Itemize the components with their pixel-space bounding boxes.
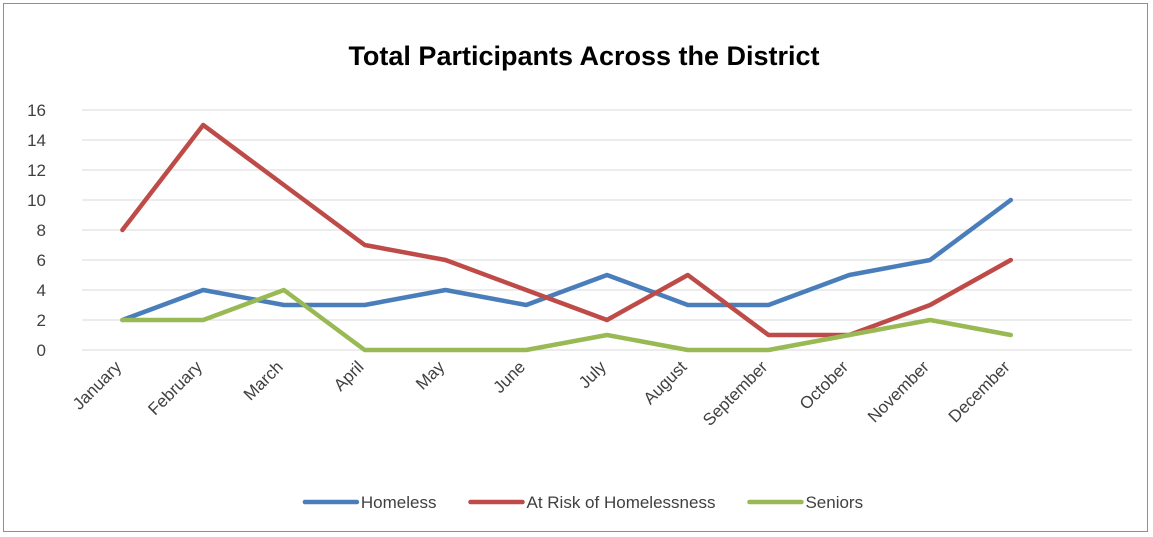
x-tick-label: September	[699, 357, 771, 429]
y-tick-label: 6	[37, 251, 46, 270]
y-tick-label: 12	[27, 161, 46, 180]
x-tick-label: October	[796, 357, 852, 413]
x-tick-label: March	[240, 357, 287, 404]
y-tick-label: 4	[37, 281, 46, 300]
chart-frame	[3, 3, 1148, 532]
x-tick-label: July	[575, 357, 610, 392]
x-tick-label: May	[412, 357, 448, 393]
y-tick-label: 2	[37, 311, 46, 330]
y-tick-label: 10	[27, 191, 46, 210]
x-axis-ticks: January February March April May June July Augu…	[69, 357, 1014, 430]
gridlines	[82, 109, 1132, 351]
y-tick-label: 16	[27, 101, 46, 120]
x-tick-label: December	[945, 357, 1014, 426]
series-line-homeless	[120, 197, 1014, 323]
legend-label-at-risk-of-homelessness: At Risk of Homelessness	[527, 493, 716, 512]
x-tick-label: February	[144, 357, 206, 419]
chart-title: Total Participants Across the District	[348, 41, 819, 71]
x-tick-label: April	[330, 357, 367, 394]
y-tick-label: 0	[37, 341, 46, 360]
series-line-seniors	[120, 287, 1014, 353]
x-tick-label: November	[864, 357, 933, 426]
y-tick-label: 14	[27, 131, 46, 150]
x-tick-label: August	[640, 357, 691, 408]
y-axis-ticks: 0 2 4 6 8 10 12 14 16	[27, 101, 46, 360]
legend-label-homeless: Homeless	[361, 493, 437, 512]
x-tick-label: June	[490, 357, 530, 397]
series-line-at-risk-of-homelessness	[120, 122, 1014, 338]
legend-label-seniors: Seniors	[805, 493, 863, 512]
x-tick-label: January	[69, 357, 126, 414]
y-tick-label: 8	[37, 221, 46, 240]
legend: Homeless At Risk of Homelessness Seniors	[302, 493, 863, 512]
series-lines	[120, 122, 1014, 353]
